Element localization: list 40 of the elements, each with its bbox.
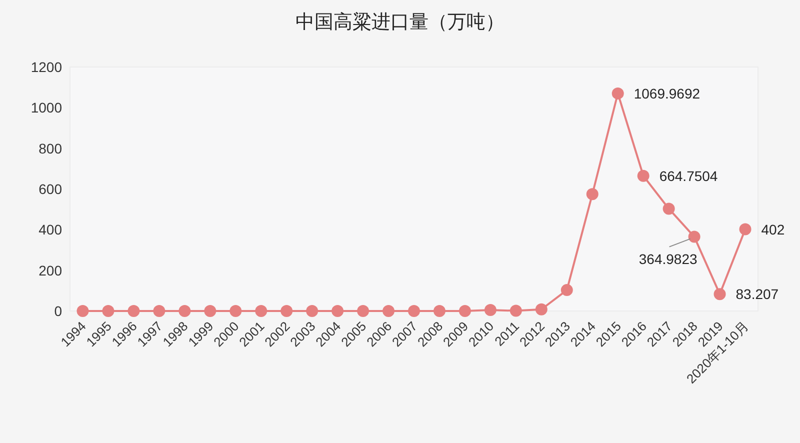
point (204, 305, 216, 317)
point (637, 170, 650, 182)
point (560, 284, 573, 296)
point (230, 305, 242, 317)
point (128, 305, 140, 317)
point (484, 304, 496, 316)
data-label: 83.207 (736, 286, 779, 302)
data-label: 402 (761, 221, 785, 238)
chart-title: 中国高粱进口量（万吨） (296, 11, 504, 33)
point (332, 305, 344, 317)
data-label: 1069.9692 (634, 85, 700, 102)
y-tick-label: 400 (38, 222, 62, 238)
point (612, 87, 624, 100)
point (458, 305, 471, 317)
point (535, 303, 548, 316)
y-tick-label: 1200 (30, 59, 62, 75)
point (382, 305, 395, 317)
point (76, 305, 89, 317)
y-tick-label: 0 (54, 303, 62, 319)
point (357, 305, 370, 317)
point (178, 305, 191, 317)
point (714, 288, 726, 300)
y-tick-label: 600 (38, 181, 62, 197)
point (408, 305, 420, 317)
point (586, 188, 598, 200)
point (280, 305, 293, 317)
point (739, 223, 752, 236)
point (102, 305, 114, 317)
y-tick-label: 800 (38, 140, 62, 156)
data-label: 664.7504 (659, 168, 718, 184)
point (688, 230, 700, 243)
point (433, 305, 446, 317)
y-tick-label: 200 (38, 262, 62, 278)
point (306, 305, 318, 317)
point (662, 202, 675, 215)
data-label: 364.9823 (638, 250, 698, 267)
point (510, 304, 522, 317)
point (153, 305, 166, 317)
y-tick-label: 1000 (30, 100, 62, 116)
point (255, 305, 268, 317)
